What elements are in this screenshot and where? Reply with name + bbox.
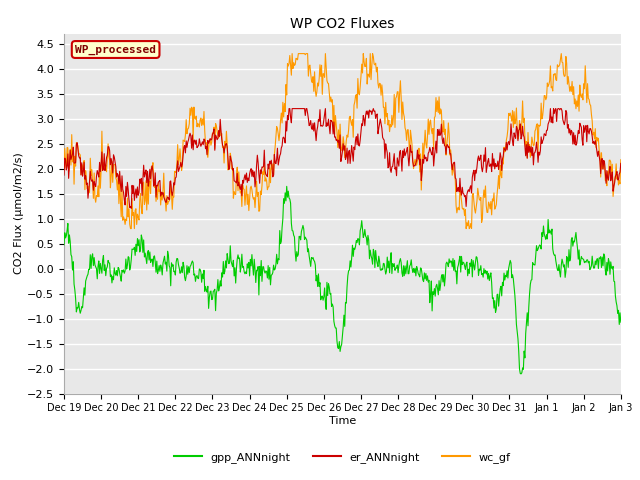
Legend: gpp_ANNnight, er_ANNnight, wc_gf: gpp_ANNnight, er_ANNnight, wc_gf [170, 447, 515, 467]
Text: WP_processed: WP_processed [75, 44, 156, 55]
Y-axis label: CO2 Flux (μmol/m2/s): CO2 Flux (μmol/m2/s) [14, 153, 24, 275]
X-axis label: Time: Time [329, 416, 356, 426]
Title: WP CO2 Fluxes: WP CO2 Fluxes [290, 17, 395, 31]
